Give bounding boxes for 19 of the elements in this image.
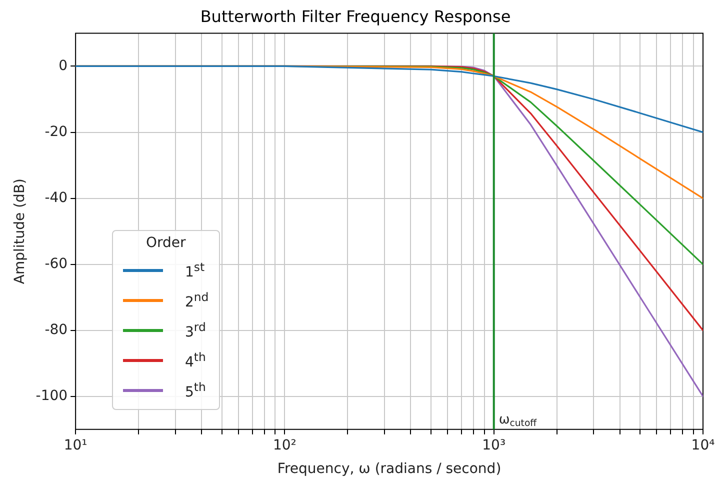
legend-label: 3$^{rd}$ (185, 320, 206, 340)
legend-title: Order (144, 235, 187, 251)
legend-label: 2$^{nd}$ (185, 290, 209, 310)
chart-title: Butterworth Filter Frequency Response (200, 6, 511, 26)
x-axis-title: Frequency, ω (radians / second) (277, 461, 502, 478)
y-tick-label: -60 (44, 256, 68, 272)
legend-label: 1$^{st}$ (185, 260, 205, 280)
y-tick-label: -40 (44, 190, 68, 206)
y-tick-label: 0 (58, 58, 68, 74)
x-tick-label: 10¹ (64, 437, 88, 454)
legend-label: 4$^{th}$ (185, 350, 206, 370)
x-tick-label: 10⁴ (691, 437, 716, 454)
y-tick-label: -20 (44, 124, 68, 140)
x-tick-label: 10³ (482, 437, 506, 454)
y-tick-label: -100 (36, 388, 68, 404)
x-tick-label: 10² (272, 437, 296, 454)
y-axis-title: Amplitude (dB) (12, 178, 28, 284)
y-tick-label: -80 (44, 322, 68, 338)
legend-label: 5$^{th}$ (185, 380, 206, 400)
